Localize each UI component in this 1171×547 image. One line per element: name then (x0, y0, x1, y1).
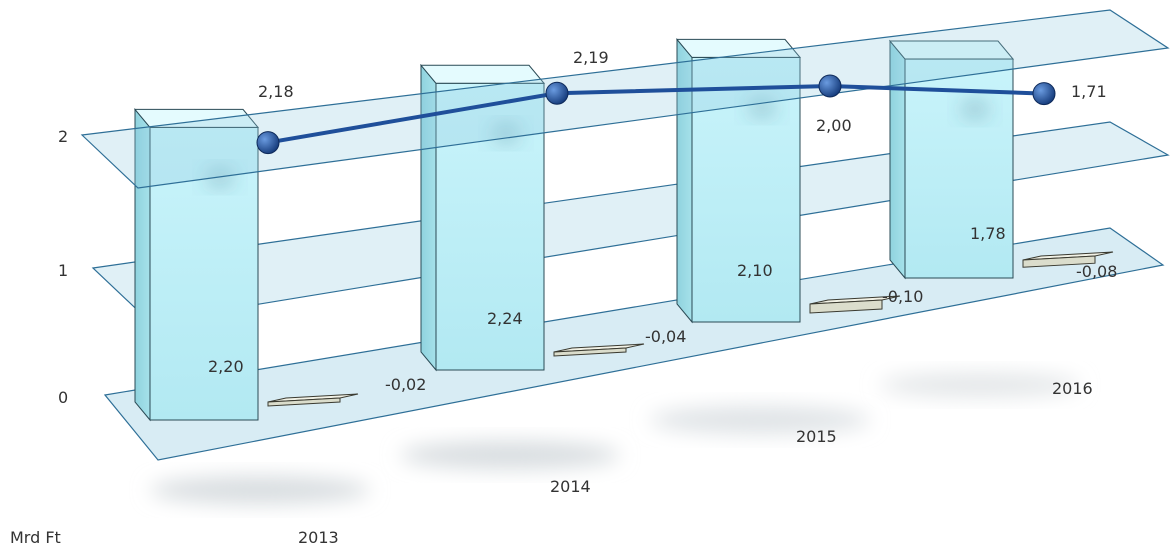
x-tick-label: 2016 (1052, 379, 1093, 398)
line-data-label: 1,71 (1071, 82, 1107, 101)
small-bar-2015 (809, 295, 901, 314)
unit-label: Mrd Ft (10, 528, 61, 547)
y-axis: 0 1 2 (58, 127, 68, 407)
labels-layer: 2,20 2,24 2,10 1,78 -0,02 -0,04 -0,10 -0,08 2,18… (208, 48, 1117, 394)
y-tick-label: 2 (58, 127, 68, 146)
bar-2015 (675, 38, 802, 324)
y-tick-label: 0 (58, 388, 68, 407)
small-bar-data-label: -0,04 (645, 327, 686, 346)
small-bar-data-label: -0,08 (1076, 262, 1117, 281)
line-point-2016 (1032, 82, 1056, 106)
small-bar-2013 (267, 393, 359, 407)
line-data-label: 2,18 (258, 82, 294, 101)
line-series (267, 84, 1045, 145)
small-bar-2014 (553, 343, 645, 357)
x-tick-label: 2013 (298, 528, 339, 547)
bar-data-label: 2,24 (487, 309, 523, 328)
bar-data-label: 2,20 (208, 357, 244, 376)
small-bar-2016 (1022, 251, 1114, 268)
line-point-2015 (818, 74, 842, 98)
plane-2 (80, 9, 1170, 189)
bar-2016 (888, 39, 1015, 280)
bar-data-label: 1,78 (970, 224, 1006, 243)
line-layer (256, 74, 1056, 155)
small-bar-data-label: -0,02 (385, 375, 426, 394)
reflections (150, 373, 1080, 504)
line-point-2013 (256, 131, 280, 155)
x-axis: 2013 2014 2015 2016 (298, 379, 1093, 547)
x-tick-label: 2014 (550, 477, 591, 496)
line-data-label: 2,00 (816, 116, 852, 135)
bar-data-label: 2,10 (737, 261, 773, 280)
bars-layer (133, 38, 1114, 422)
bar-2013 (133, 108, 260, 422)
line-point-2014 (545, 81, 569, 105)
x-tick-label: 2015 (796, 427, 837, 446)
small-bar-data-label: -0,10 (882, 287, 923, 306)
line-data-label: 2,19 (573, 48, 609, 67)
bar-2014 (419, 63, 546, 372)
y-tick-label: 1 (58, 261, 68, 280)
